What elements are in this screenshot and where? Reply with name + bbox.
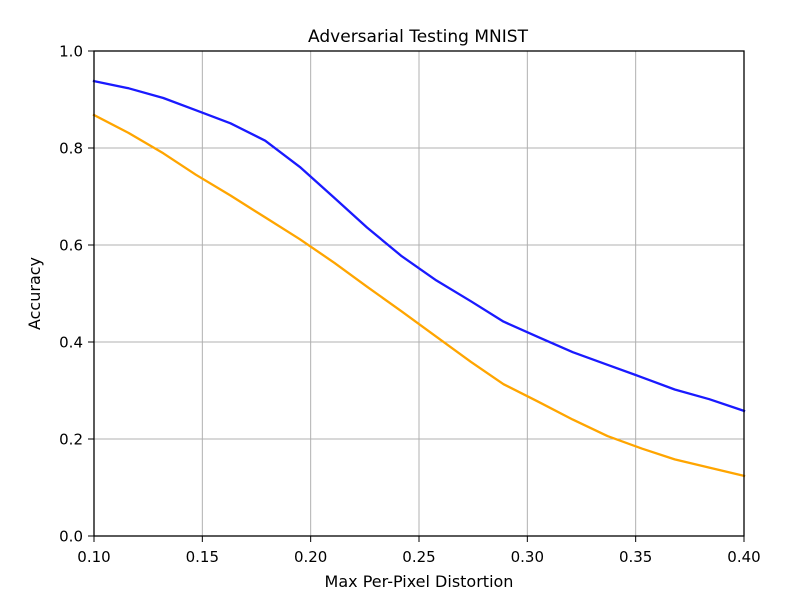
y-tick-label: 0.6 [59, 237, 83, 255]
series-lines [92, 79, 746, 478]
gridlines [93, 50, 745, 537]
y-tick-label: 0.2 [59, 431, 83, 449]
x-tick-label: 0.10 [77, 548, 110, 566]
axis-ticks: 0.10 0.15 0.20 0.25 0.30 0.35 0.40 0.0 0.2 0.4 0.6… [59, 43, 761, 567]
series-line-blue [92, 79, 746, 413]
y-tick-label: 1.0 [59, 43, 83, 61]
y-tick-label: 0.0 [59, 528, 83, 546]
y-tick-label: 0.8 [59, 140, 83, 158]
x-tick-label: 0.15 [186, 548, 219, 566]
y-tick-label: 0.4 [59, 334, 83, 352]
y-axis-title: Accuracy [25, 257, 44, 330]
x-tick-label: 0.35 [619, 548, 652, 566]
x-tick-label: 0.20 [294, 548, 327, 566]
x-tick-label: 0.40 [727, 548, 760, 566]
x-tick-label: 0.25 [402, 548, 435, 566]
x-tick-label: 0.30 [511, 548, 544, 566]
x-axis-title: Max Per-Pixel Distortion [325, 572, 514, 591]
series-line-orange [92, 113, 746, 478]
chart-title: Adversarial Testing MNIST [308, 27, 529, 47]
